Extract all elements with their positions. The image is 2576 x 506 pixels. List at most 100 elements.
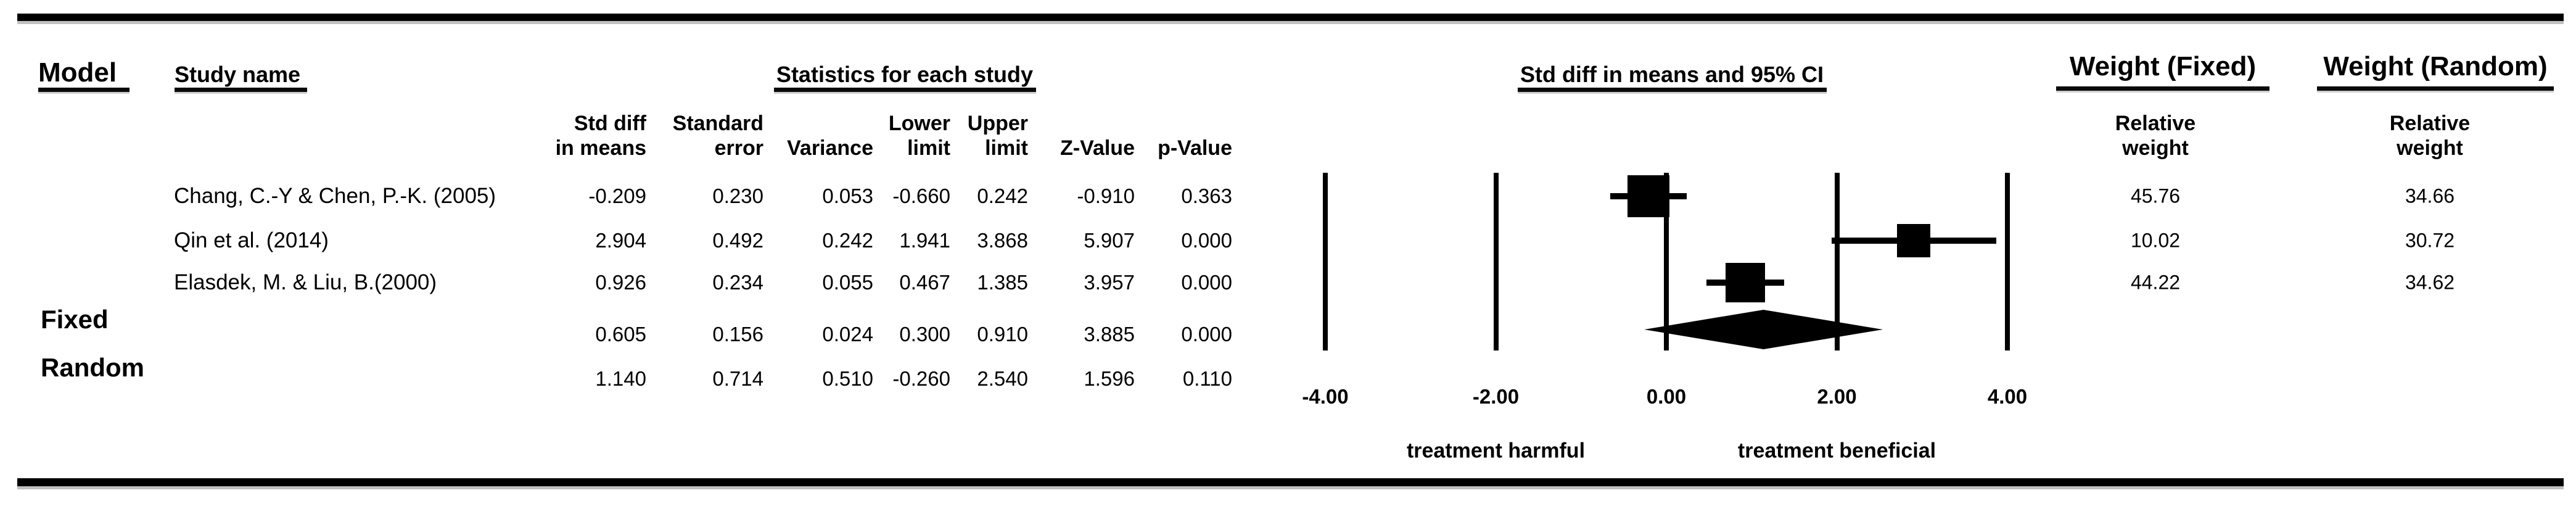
cell-p-value: 0.000 — [1181, 229, 1232, 252]
cell-p-value: 0.363 — [1181, 185, 1232, 207]
col-header-line: Upper — [967, 112, 1028, 135]
axis-gridline — [1664, 173, 1669, 350]
weight-random-title: Weight (Random) — [2323, 51, 2548, 81]
cell-std-diff: 1.140 — [595, 367, 646, 390]
plot-title-underline — [1518, 88, 1827, 92]
study-name-column-title: Study name — [175, 62, 301, 87]
col-header-line: error — [714, 136, 763, 160]
cell-lower-limit: -0.260 — [892, 367, 950, 390]
weight-random-underline — [2317, 86, 2554, 91]
cell-p-value: 0.000 — [1181, 323, 1232, 346]
model-title-underline — [38, 88, 130, 92]
col-header-line: p-Value — [1158, 136, 1232, 160]
col-header-line: Relative — [2115, 112, 2196, 135]
cell-z-value: 5.907 — [1084, 229, 1135, 252]
axis-tick-label: 4.00 — [1987, 385, 2028, 408]
cell-lower-limit: -0.660 — [892, 185, 950, 207]
axis-annotation-harmful: treatment harmful — [1406, 439, 1586, 463]
cell-lower-limit: 0.467 — [899, 271, 950, 294]
study-marker-square — [1726, 263, 1766, 302]
col-header-line: Std diff — [574, 112, 646, 135]
cell-p-value: 0.000 — [1181, 271, 1232, 294]
study-marker-square — [1897, 224, 1931, 257]
cell-standard-error: 0.230 — [712, 185, 763, 207]
col-header-standard-error: Standard error — [673, 109, 763, 160]
col-header-line: in means — [555, 136, 646, 160]
cell-z-value: 3.885 — [1084, 323, 1135, 346]
col-header-p-value: p-Value — [1158, 109, 1232, 160]
cell-variance: 0.510 — [822, 367, 873, 390]
cell-variance: 0.055 — [822, 271, 873, 294]
cell-weight-fixed: 45.76 — [2130, 185, 2181, 207]
cell-upper-limit: 0.910 — [977, 323, 1028, 346]
axis-tick-label: 0.00 — [1646, 385, 1687, 408]
cell-upper-limit: 3.868 — [977, 229, 1028, 252]
col-header-line: Variance — [787, 136, 873, 160]
model-column-title: Model — [38, 57, 117, 88]
axis-tick-label: 2.00 — [1817, 385, 1857, 408]
cell-weight-random: 34.62 — [2405, 271, 2455, 294]
study-marker-square — [1627, 175, 1670, 217]
cell-z-value: 3.957 — [1084, 271, 1135, 294]
cell-standard-error: 0.714 — [712, 367, 763, 390]
top-rule — [17, 14, 2564, 21]
col-header-std-diff: Std diff in means — [556, 109, 646, 160]
cell-variance: 0.053 — [822, 185, 873, 207]
col-header-relative-weight-random: Relative weight — [2390, 109, 2470, 160]
col-header-line: weight — [2122, 136, 2189, 160]
axis-gridline — [1493, 173, 1499, 350]
cell-weight-random: 30.72 — [2405, 229, 2455, 252]
col-header-upper-limit: Upper limit — [968, 109, 1028, 160]
statistics-section-title: Statistics for each study — [776, 62, 1034, 87]
study-name-cell: Elasdek, M. & Liu, B.(2000) — [174, 270, 437, 294]
col-header-lower-limit: Lower limit — [889, 109, 950, 160]
col-header-relative-weight-fixed: Relative weight — [2115, 109, 2195, 160]
cell-upper-limit: 1.385 — [977, 271, 1028, 294]
col-header-line: Z-Value — [1060, 136, 1135, 160]
model-label-random: Random — [41, 353, 144, 382]
model-label-fixed: Fixed — [41, 305, 109, 334]
study-name-underline — [175, 88, 307, 92]
col-header-line: Lower — [888, 112, 950, 135]
cell-std-diff: -0.209 — [588, 185, 646, 207]
cell-lower-limit: 1.941 — [899, 229, 950, 252]
col-header-z-value: Z-Value — [1060, 109, 1135, 160]
cell-std-diff: 0.605 — [595, 323, 646, 346]
col-header-line: weight — [2397, 136, 2463, 160]
cell-std-diff: 0.926 — [595, 271, 646, 294]
axis-tick-label: -4.00 — [1302, 385, 1349, 408]
cell-z-value: -0.910 — [1077, 185, 1135, 207]
cell-z-value: 1.596 — [1084, 367, 1135, 390]
axis-gridline — [2005, 173, 2010, 350]
axis-gridline — [1323, 173, 1328, 350]
col-header-line: Standard — [672, 112, 763, 135]
study-name-cell: Qin et al. (2014) — [174, 228, 329, 252]
cell-p-value: 0.110 — [1182, 367, 1232, 390]
study-name-cell: Chang, C.-Y & Chen, P.-K. (2005) — [174, 184, 496, 208]
cell-standard-error: 0.156 — [712, 323, 763, 346]
cell-standard-error: 0.492 — [712, 229, 763, 252]
cell-weight-random: 34.66 — [2405, 185, 2455, 207]
plot-section-title: Std diff in means and 95% CI — [1520, 62, 1824, 87]
cell-standard-error: 0.234 — [712, 271, 763, 294]
cell-weight-fixed: 10.02 — [2130, 229, 2181, 252]
col-header-variance: Variance — [787, 109, 873, 160]
axis-gridline — [1834, 173, 1840, 350]
bottom-rule — [17, 478, 2564, 486]
col-header-line: limit — [985, 136, 1028, 160]
cell-weight-fixed: 44.22 — [2130, 271, 2181, 294]
axis-annotation-beneficial: treatment beneficial — [1737, 439, 1936, 463]
statistics-underline — [774, 88, 1036, 92]
col-header-line: Relative — [2389, 112, 2471, 135]
cell-std-diff: 2.904 — [595, 229, 646, 252]
cell-upper-limit: 0.242 — [977, 185, 1028, 207]
weight-fixed-underline — [2056, 86, 2269, 91]
cell-variance: 0.242 — [822, 229, 873, 252]
cell-variance: 0.024 — [822, 323, 873, 346]
cell-lower-limit: 0.300 — [899, 323, 950, 346]
weight-fixed-title: Weight (Fixed) — [2069, 51, 2257, 81]
cell-upper-limit: 2.540 — [977, 367, 1028, 390]
axis-tick-label: -2.00 — [1472, 385, 1520, 408]
col-header-line: limit — [907, 136, 950, 160]
